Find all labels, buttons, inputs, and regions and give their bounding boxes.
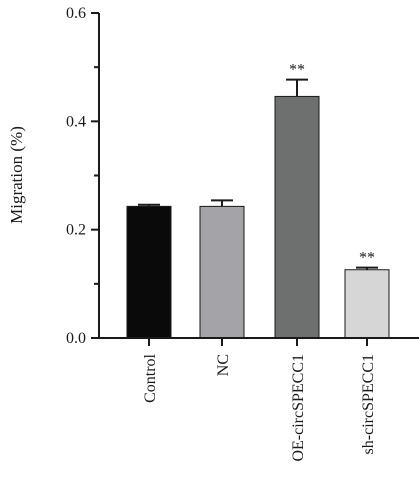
significance-label: **	[289, 62, 305, 79]
y-tick-label: 0.4	[66, 113, 86, 130]
y-tick-label: 0.2	[66, 222, 86, 239]
x-tick-label: NC	[215, 354, 232, 376]
x-tick-label: OE-circSPECC1	[290, 354, 307, 462]
bar-control	[126, 205, 172, 339]
bar-sh-circspecc1	[344, 269, 390, 339]
bar-oe-circspecc1	[274, 95, 320, 339]
y-tick-label: 0.6	[66, 5, 86, 22]
y-axis-label: Migration (%)	[7, 126, 26, 224]
y-tick-label: 0.0	[66, 330, 86, 347]
bar-nc	[199, 205, 245, 339]
x-tick-label: sh-circSPECC1	[360, 354, 377, 454]
x-tick-label: Control	[142, 353, 159, 402]
y-axis: 0.0 0.2 0.4 0.6	[66, 5, 100, 347]
bars: ** **	[126, 62, 390, 339]
x-axis: Control NC OE-circSPECC1 sh-circSPECC1	[98, 337, 419, 462]
significance-label: **	[359, 250, 375, 267]
